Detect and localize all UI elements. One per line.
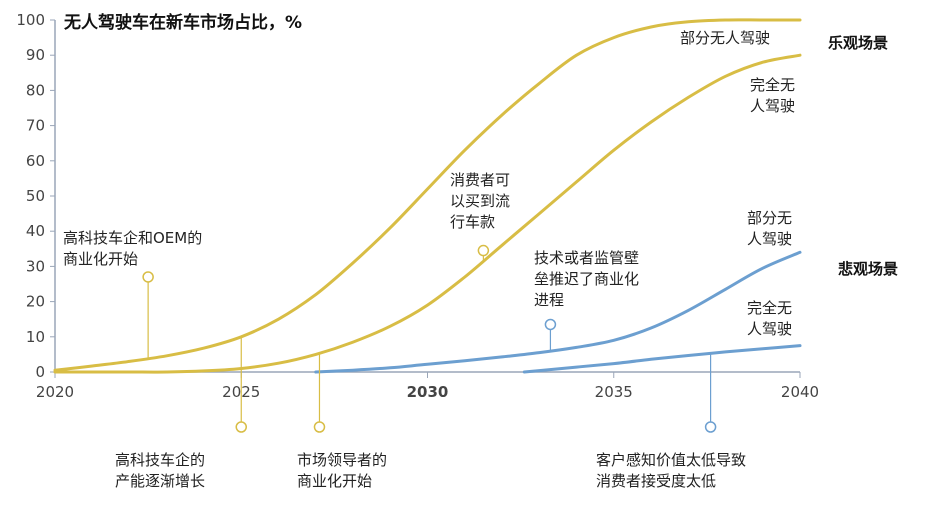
y-tick-label: 40: [26, 222, 45, 240]
callout-marker: [235, 421, 247, 433]
y-tick-label: 70: [26, 117, 45, 135]
callout-marker: [142, 271, 154, 283]
callout-marker: [544, 318, 557, 331]
y-tick-label: 90: [26, 46, 45, 64]
callout-marker: [313, 421, 326, 433]
series-label-pessimistic-partial: 部分无 人驾驶: [747, 209, 793, 248]
y-tick-label: 30: [26, 257, 45, 275]
x-tick-label: 2020: [36, 383, 74, 401]
legend-optimistic-label: 乐观场景: [828, 34, 889, 52]
y-tick-label: 60: [26, 152, 45, 170]
series-line-1: [53, 53, 802, 374]
y-tick-label: 20: [26, 293, 45, 311]
series-line-0: [53, 18, 802, 372]
callout-marker: [704, 421, 717, 433]
y-tick-label: 50: [26, 187, 45, 205]
y-tick-label: 100: [16, 11, 45, 29]
series-label-optimistic-partial: 部分无人驾驶: [680, 29, 771, 47]
annotation-commercialization-start: 高科技车企和OEM的 商业化开始: [63, 229, 203, 268]
annotation-low-perceived-value: 客户感知价值太低导致 消费者接受度太低: [596, 451, 747, 490]
series-line-3: [522, 344, 802, 374]
y-tick-label: 0: [35, 363, 45, 381]
chart-title: 无人驾驶车在新车市场占比，%: [64, 13, 303, 33]
annotation-market-leader-start: 市场领导者的 商业化开始: [297, 451, 388, 490]
series-line-2: [314, 250, 802, 374]
x-tick-label: 2035: [595, 383, 633, 401]
callout-marker: [477, 244, 490, 257]
annotation-capacity-growth: 高科技车企的 产能逐渐增长: [115, 451, 206, 490]
legend-pessimistic-label: 悲观场景: [838, 260, 899, 278]
y-tick-label: 80: [26, 81, 45, 99]
annotation-barrier-delay: 技术或者监管壁 垒推迟了商业化 进程: [534, 249, 640, 309]
series-label-optimistic-full: 完全无 人驾驶: [750, 76, 796, 115]
series-label-pessimistic-full: 完全无 人驾驶: [747, 299, 793, 338]
y-tick-label: 10: [26, 328, 45, 346]
annotation-consumer-availability: 消费者可 以买到流 行车款: [450, 171, 511, 231]
x-tick-label: 2040: [781, 383, 819, 401]
x-tick-label: 2030: [407, 383, 449, 401]
